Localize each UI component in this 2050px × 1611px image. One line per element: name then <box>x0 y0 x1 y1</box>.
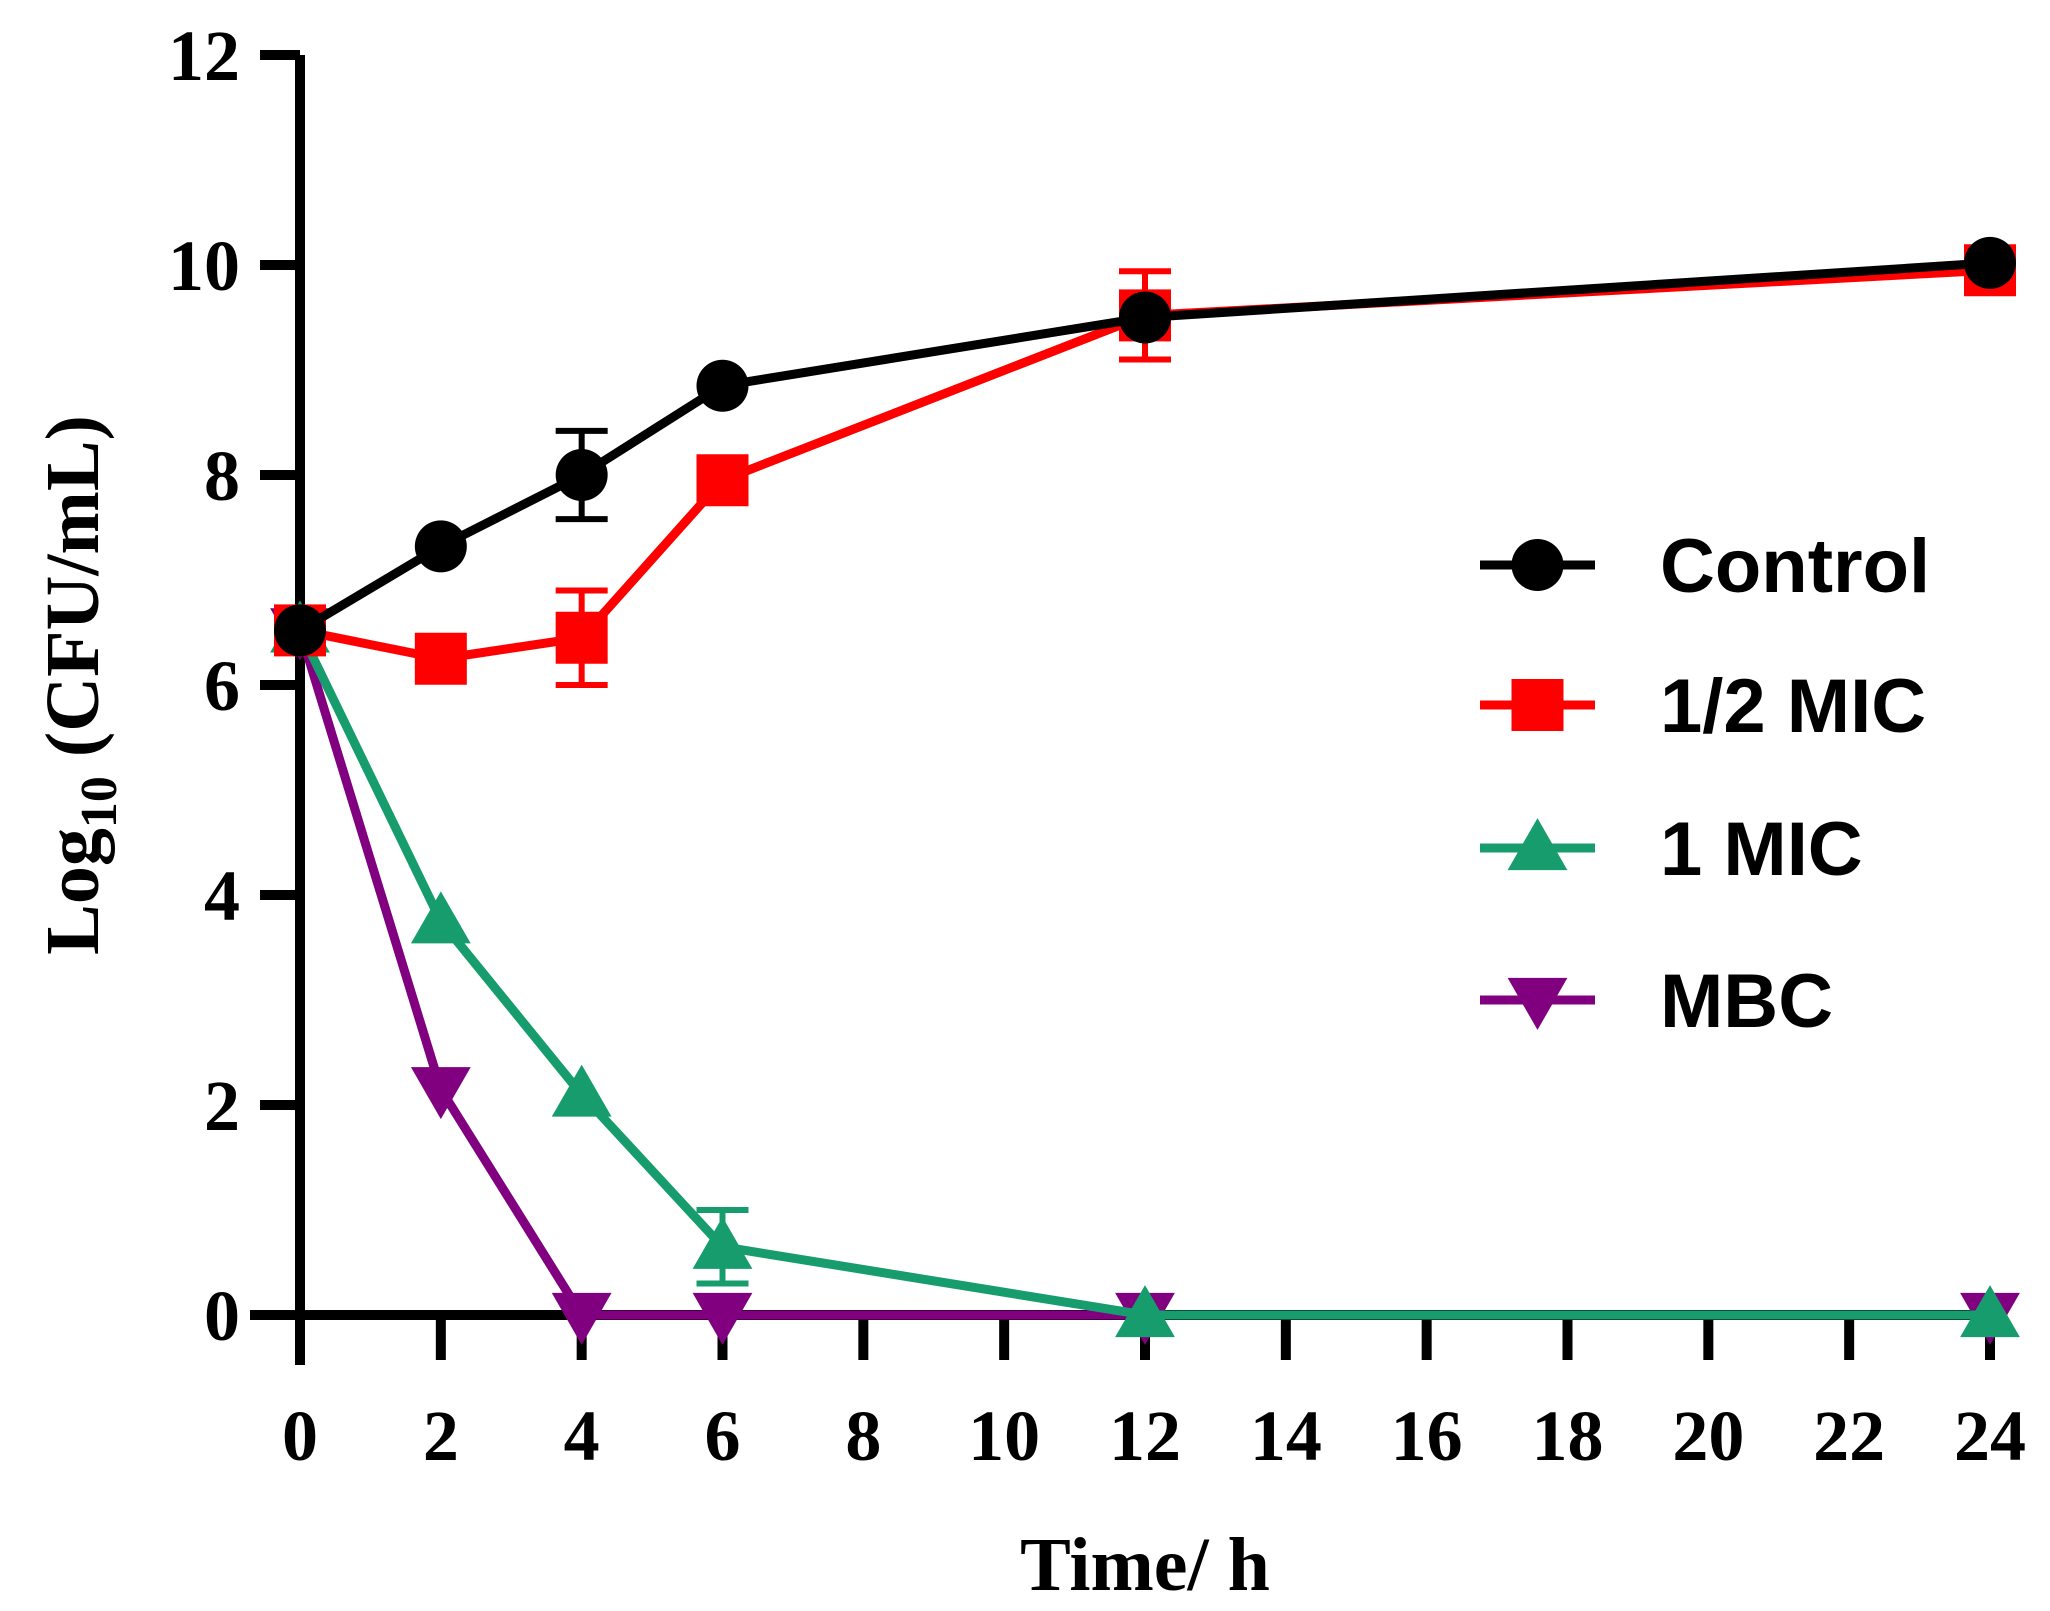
y-tick-label: 10 <box>168 226 240 306</box>
x-axis-title: Time/ h <box>1020 1523 1270 1607</box>
y-tick-label: 6 <box>204 646 240 726</box>
data-point <box>551 1064 612 1117</box>
legend-marker <box>1511 679 1564 731</box>
plot-area <box>270 236 2020 1345</box>
data-point <box>414 520 467 573</box>
x-tick-label: 20 <box>1672 1396 1744 1476</box>
data-point <box>696 359 749 412</box>
y-axis-title: Log10 (CFU/mL) <box>31 415 128 955</box>
y-tick-label: 12 <box>168 16 240 96</box>
x-tick-label: 24 <box>1954 1396 2026 1476</box>
data-point <box>692 1292 753 1345</box>
data-point <box>1964 236 2016 289</box>
data-point <box>555 449 608 501</box>
x-tick-label: 8 <box>845 1396 881 1476</box>
data-point <box>692 1216 753 1269</box>
x-tick-label: 18 <box>1532 1396 1604 1476</box>
legend-item: Control <box>1480 524 1930 609</box>
y-axis-title-unit: (CFU/mL) <box>31 415 115 776</box>
data-point <box>696 454 749 507</box>
x-tick-label: 16 <box>1391 1396 1463 1476</box>
y-tick-label: 2 <box>204 1066 240 1146</box>
legend: Control 1/2 MIC 1 MIC MBC <box>1480 524 1930 1044</box>
data-point <box>555 611 608 664</box>
x-ticks: 0 2 4 6 8 10 12 14 16 18 20 22 24 <box>282 1315 2026 1476</box>
data-point <box>414 632 467 685</box>
legend-marker <box>1511 539 1564 591</box>
legend-label: 1/2 MIC <box>1660 664 1926 749</box>
y-tick-label: 8 <box>204 436 240 516</box>
data-point <box>274 604 326 657</box>
legend-label: Control <box>1660 524 1930 609</box>
data-point <box>410 1067 471 1120</box>
data-point <box>551 1292 612 1345</box>
data-point <box>1119 291 1171 344</box>
y-axis-title-main: Log <box>31 828 115 955</box>
series-line <box>295 628 1990 1320</box>
x-tick-label: 22 <box>1813 1396 1885 1476</box>
y-axis-title-subscript: 10 <box>71 776 128 828</box>
legend-marker <box>1507 818 1568 871</box>
x-tick-label: 6 <box>705 1396 741 1476</box>
legend-marker <box>1507 977 1568 1030</box>
x-tick-label: 4 <box>564 1396 600 1476</box>
legend-item: MBC <box>1480 959 1833 1044</box>
series-line <box>297 258 1991 635</box>
legend-item: 1/2 MIC <box>1480 664 1926 749</box>
data-point <box>1115 1285 1175 1338</box>
x-tick-label: 14 <box>1250 1396 1322 1476</box>
data-point <box>1960 1285 2020 1338</box>
x-tick-label: 2 <box>423 1396 459 1476</box>
y-ticks: 0 2 4 6 8 10 12 <box>168 16 300 1356</box>
x-tick-label: 0 <box>282 1396 318 1476</box>
y-tick-label: 4 <box>204 856 240 936</box>
x-tick-label: 10 <box>968 1396 1040 1476</box>
legend-item: 1 MIC <box>1480 807 1863 892</box>
x-tick-label: 12 <box>1109 1396 1181 1476</box>
legend-label: 1 MIC <box>1660 807 1863 892</box>
data-point <box>410 891 471 944</box>
y-tick-label: 0 <box>204 1276 240 1356</box>
legend-label: MBC <box>1660 959 1833 1044</box>
series-control <box>274 236 2016 657</box>
